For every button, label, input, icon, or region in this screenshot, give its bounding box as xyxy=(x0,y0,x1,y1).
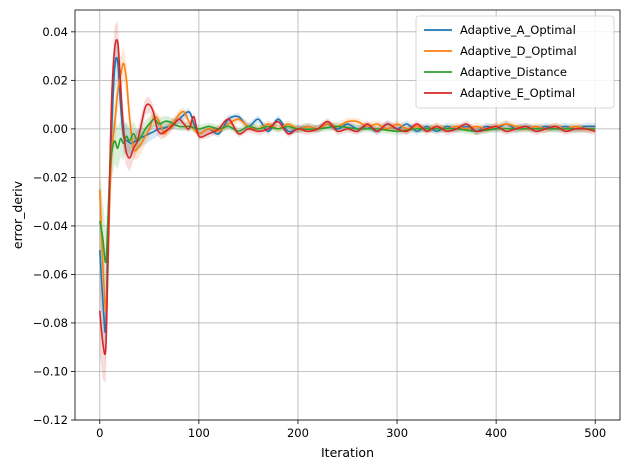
y-tick-label: −0.02 xyxy=(33,170,68,184)
plot-frame xyxy=(74,9,621,421)
y-tick-label: 0.04 xyxy=(42,25,68,39)
series-line-adaptive-a-optimal xyxy=(98,56,596,334)
x-tick-label: 100 xyxy=(188,426,210,440)
legend-label-adaptive-a-optimal: Adaptive_A_Optimal xyxy=(460,23,576,37)
legend-label-adaptive-d-optimal: Adaptive_D_Optimal xyxy=(460,44,577,58)
y-tick-label: −0.12 xyxy=(33,413,68,427)
x-tick-label: 400 xyxy=(485,426,507,440)
series-line-adaptive-e-optimal xyxy=(98,39,596,355)
y-tick-label: 0.00 xyxy=(42,122,68,136)
legend-label-adaptive-distance: Adaptive_Distance xyxy=(460,65,567,79)
y-tick-label: −0.10 xyxy=(33,364,68,378)
grid xyxy=(75,10,620,421)
y-axis-label: error_deriv xyxy=(10,180,25,249)
legend: Adaptive_A_Optimal Adaptive_D_Optimal Adap… xyxy=(415,15,615,109)
y-tick-label: 0.02 xyxy=(42,73,68,87)
y-tick-label: −0.04 xyxy=(33,219,68,233)
x-tick-label: 300 xyxy=(386,426,408,440)
x-tick-label: 500 xyxy=(584,426,606,440)
y-tick-label: −0.06 xyxy=(33,267,68,281)
series-lines xyxy=(98,39,596,355)
x-axis-label: Iteration xyxy=(321,445,374,460)
legend-label-adaptive-e-optimal: Adaptive_E_Optimal xyxy=(460,86,575,100)
x-tick-label: 0 xyxy=(96,426,103,440)
x-tick-label: 200 xyxy=(287,426,309,440)
y-tick-label: −0.08 xyxy=(33,316,68,330)
series-line-adaptive-distance xyxy=(98,118,596,264)
legend-box xyxy=(415,15,615,109)
axis-ticks: 0 100 200 300 400 500 −0.12 −0.10 −0.08 −0.06 −0.0… xyxy=(33,25,606,440)
